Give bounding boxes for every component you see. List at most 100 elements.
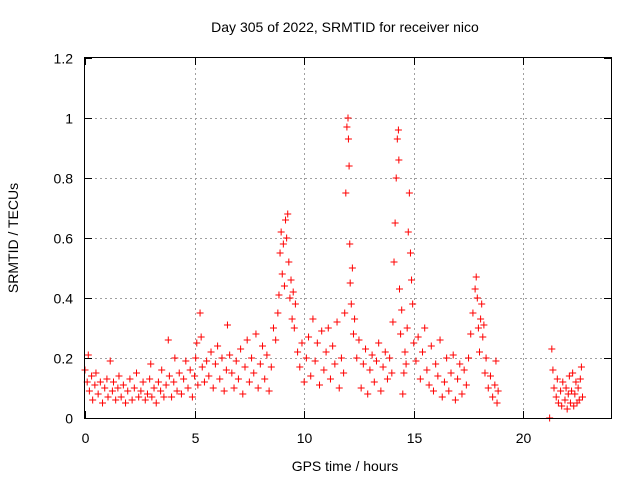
data-point xyxy=(274,309,282,317)
data-point xyxy=(108,387,116,395)
data-point xyxy=(152,399,160,407)
y-tick-label: 0.8 xyxy=(54,171,74,187)
data-point xyxy=(393,135,401,143)
grid-lines xyxy=(85,58,611,418)
data-point xyxy=(289,288,297,296)
data-point xyxy=(313,339,321,347)
data-point xyxy=(427,342,435,350)
data-point xyxy=(126,375,134,383)
data-point xyxy=(370,378,378,386)
data-point xyxy=(419,348,427,356)
data-point xyxy=(230,384,238,392)
data-point xyxy=(397,330,405,338)
data-point xyxy=(472,273,480,281)
data-point xyxy=(272,336,280,344)
data-point xyxy=(469,309,477,317)
data-point xyxy=(347,300,355,308)
data-point xyxy=(403,324,411,332)
y-tick-label: 1.2 xyxy=(54,51,74,67)
data-point xyxy=(492,357,500,365)
data-point xyxy=(331,360,339,368)
data-point xyxy=(550,384,558,392)
data-point xyxy=(559,378,567,386)
data-point xyxy=(386,354,394,362)
data-point xyxy=(109,378,117,386)
y-tick-label: 0 xyxy=(65,411,73,427)
y-axis-title: SRMTID / TECUs xyxy=(5,183,21,293)
data-point xyxy=(364,390,372,398)
data-point xyxy=(177,390,185,398)
data-point xyxy=(250,369,258,377)
data-point xyxy=(395,156,403,164)
data-point xyxy=(381,348,389,356)
data-points xyxy=(81,114,587,422)
data-point xyxy=(484,384,492,392)
y-tick-label: 0.6 xyxy=(54,231,74,247)
data-point xyxy=(368,351,376,359)
data-point xyxy=(137,387,145,395)
data-point xyxy=(114,384,122,392)
data-point xyxy=(406,249,414,257)
data-point xyxy=(577,363,585,371)
data-point xyxy=(482,354,490,362)
data-point xyxy=(94,390,102,398)
data-point xyxy=(564,390,572,398)
data-point xyxy=(486,372,494,380)
data-point xyxy=(491,381,499,389)
data-point xyxy=(193,339,201,347)
data-point xyxy=(359,360,367,368)
data-point xyxy=(340,369,348,377)
data-point xyxy=(552,393,560,401)
data-point xyxy=(300,378,308,386)
x-tick-label: 10 xyxy=(297,430,313,446)
data-point xyxy=(458,390,466,398)
data-point xyxy=(154,378,162,386)
data-point xyxy=(288,315,296,323)
data-point xyxy=(390,258,398,266)
data-point xyxy=(434,372,442,380)
data-point xyxy=(211,360,219,368)
data-point xyxy=(103,375,111,383)
data-point xyxy=(479,333,487,341)
data-point xyxy=(162,381,170,389)
data-point xyxy=(248,354,256,362)
data-point xyxy=(117,393,125,401)
data-point xyxy=(284,210,292,218)
data-point xyxy=(394,126,402,134)
data-point xyxy=(389,318,397,326)
data-point xyxy=(565,372,573,380)
data-point xyxy=(239,390,247,398)
data-point xyxy=(432,360,440,368)
data-point xyxy=(316,381,324,389)
data-point xyxy=(460,366,468,374)
data-point xyxy=(388,369,396,377)
data-point xyxy=(398,306,406,314)
data-point xyxy=(311,357,319,365)
data-point xyxy=(223,321,231,329)
x-axis-ticks: 0 5 10 15 20 xyxy=(82,58,531,446)
data-point xyxy=(494,387,502,395)
data-point xyxy=(135,393,143,401)
data-point xyxy=(197,333,205,341)
data-point xyxy=(194,381,202,389)
data-point xyxy=(562,384,570,392)
data-point xyxy=(207,348,215,356)
data-point xyxy=(85,387,93,395)
plot-frame xyxy=(84,57,612,419)
data-point xyxy=(198,363,206,371)
x-axis-title: GPS time / hours xyxy=(292,458,399,474)
data-point xyxy=(443,354,451,362)
data-point xyxy=(196,309,204,317)
data-point xyxy=(106,357,114,365)
data-point xyxy=(337,354,345,362)
data-point xyxy=(412,357,420,365)
data-point xyxy=(414,333,422,341)
data-point xyxy=(287,276,295,284)
data-point xyxy=(399,390,407,398)
data-point xyxy=(476,348,483,356)
data-point xyxy=(481,369,489,377)
data-point xyxy=(143,390,151,398)
data-point xyxy=(104,393,112,401)
data-point xyxy=(375,339,383,347)
